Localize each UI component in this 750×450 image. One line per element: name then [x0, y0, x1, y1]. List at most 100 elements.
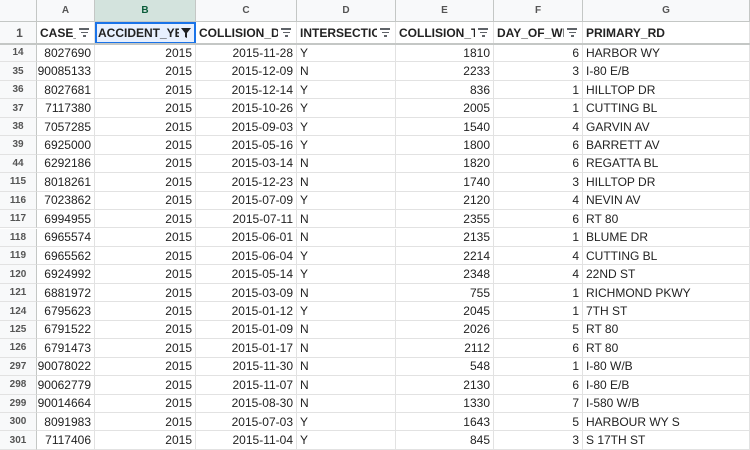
- cell-c[interactable]: 2015-03-09: [196, 283, 297, 303]
- cell-d[interactable]: Y: [297, 246, 396, 266]
- column-header-a[interactable]: A: [37, 0, 95, 22]
- cell-c[interactable]: 2015-11-30: [196, 357, 297, 377]
- cell-f[interactable]: 1: [494, 357, 583, 377]
- row-number[interactable]: 124: [0, 302, 37, 321]
- cell-e[interactable]: 2120: [396, 191, 494, 211]
- cell-b[interactable]: 2015: [95, 394, 196, 413]
- cell-a[interactable]: 8027681: [37, 80, 95, 100]
- cell-e[interactable]: 1330: [396, 394, 494, 413]
- header-cell-a[interactable]: CASE_: [37, 22, 95, 44]
- cell-c[interactable]: 2015-11-04: [196, 431, 297, 450]
- cell-b[interactable]: 2015: [95, 376, 196, 395]
- cell-c[interactable]: 2015-12-23: [196, 173, 297, 192]
- cell-f[interactable]: 3: [494, 62, 583, 81]
- cell-e[interactable]: 2355: [396, 210, 494, 229]
- row-number[interactable]: 300: [0, 413, 37, 432]
- cell-f[interactable]: 4: [494, 117, 583, 137]
- cell-e[interactable]: 548: [396, 357, 494, 377]
- cell-b[interactable]: 2015: [95, 99, 196, 118]
- cell-a[interactable]: 7117406: [37, 431, 95, 450]
- cell-g[interactable]: CUTTING BL: [583, 246, 750, 266]
- row-number[interactable]: 115: [0, 173, 37, 192]
- cell-c[interactable]: 2015-01-17: [196, 339, 297, 358]
- cell-f[interactable]: 6: [494, 339, 583, 358]
- cell-g[interactable]: NEVIN AV: [583, 191, 750, 211]
- filter-icon[interactable]: [564, 27, 580, 39]
- cell-a[interactable]: 90014664: [37, 394, 95, 413]
- header-cell-d[interactable]: INTERSECTIO: [297, 22, 396, 44]
- cell-d[interactable]: Y: [297, 265, 396, 284]
- row-number[interactable]: 120: [0, 265, 37, 284]
- cell-g[interactable]: BLUME DR: [583, 228, 750, 247]
- cell-f[interactable]: 6: [494, 210, 583, 229]
- row-number[interactable]: 38: [0, 117, 37, 137]
- cell-e[interactable]: 2130: [396, 376, 494, 395]
- cell-a[interactable]: 8018261: [37, 173, 95, 192]
- cell-g[interactable]: HARBOUR WY S: [583, 413, 750, 432]
- cell-b[interactable]: 2015: [95, 210, 196, 229]
- cell-a[interactable]: 90062779: [37, 376, 95, 395]
- cell-c[interactable]: 2015-07-11: [196, 210, 297, 229]
- cell-g[interactable]: I-80 E/B: [583, 62, 750, 81]
- header-cell-c[interactable]: COLLISION_DA: [196, 22, 297, 44]
- cell-b[interactable]: 2015: [95, 283, 196, 303]
- cell-b[interactable]: 2015: [95, 136, 196, 155]
- cell-c[interactable]: 2015-01-09: [196, 320, 297, 340]
- cell-a[interactable]: 7057285: [37, 117, 95, 137]
- cell-c[interactable]: 2015-07-09: [196, 191, 297, 211]
- cell-f[interactable]: 3: [494, 173, 583, 192]
- row-number[interactable]: 44: [0, 154, 37, 174]
- filter-icon[interactable]: [76, 27, 92, 39]
- cell-f[interactable]: 6: [494, 136, 583, 155]
- cell-e[interactable]: 1540: [396, 117, 494, 137]
- row-number-1[interactable]: 1: [0, 22, 37, 44]
- cell-c[interactable]: 2015-01-12: [196, 302, 297, 321]
- header-cell-b[interactable]: ACCIDENT_YEA: [95, 22, 196, 44]
- cell-d[interactable]: N: [297, 339, 396, 358]
- cell-f[interactable]: 6: [494, 154, 583, 174]
- cell-b[interactable]: 2015: [95, 228, 196, 247]
- cell-c[interactable]: 2015-10-26: [196, 99, 297, 118]
- header-cell-f[interactable]: DAY_OF_WEI: [494, 22, 583, 44]
- cell-a[interactable]: 6292186: [37, 154, 95, 174]
- cell-g[interactable]: 22ND ST: [583, 265, 750, 284]
- cell-d[interactable]: N: [297, 173, 396, 192]
- row-number[interactable]: 35: [0, 62, 37, 81]
- cell-b[interactable]: 2015: [95, 191, 196, 211]
- cell-f[interactable]: 5: [494, 320, 583, 340]
- cell-a[interactable]: 6881972: [37, 283, 95, 303]
- cell-c[interactable]: 2015-12-09: [196, 62, 297, 81]
- column-header-e[interactable]: E: [396, 0, 494, 22]
- cell-c[interactable]: 2015-03-14: [196, 154, 297, 174]
- cell-e[interactable]: 1643: [396, 413, 494, 432]
- cell-b[interactable]: 2015: [95, 431, 196, 450]
- cell-g[interactable]: GARVIN AV: [583, 117, 750, 137]
- row-number[interactable]: 37: [0, 99, 37, 118]
- cell-e[interactable]: 2026: [396, 320, 494, 340]
- cell-c[interactable]: 2015-11-07: [196, 376, 297, 395]
- cell-d[interactable]: Y: [297, 44, 396, 63]
- cell-e[interactable]: 2005: [396, 99, 494, 118]
- cell-a[interactable]: 7023862: [37, 191, 95, 211]
- cell-g[interactable]: S 17TH ST: [583, 431, 750, 450]
- cell-b[interactable]: 2015: [95, 154, 196, 174]
- cell-a[interactable]: 8091983: [37, 413, 95, 432]
- cell-e[interactable]: 755: [396, 283, 494, 303]
- cell-d[interactable]: N: [297, 320, 396, 340]
- cell-g[interactable]: RT 80: [583, 320, 750, 340]
- cell-e[interactable]: 1740: [396, 173, 494, 192]
- cell-a[interactable]: 6965574: [37, 228, 95, 247]
- cell-g[interactable]: HILLTOP DR: [583, 173, 750, 192]
- cell-b[interactable]: 2015: [95, 173, 196, 192]
- cell-d[interactable]: Y: [297, 431, 396, 450]
- cell-b[interactable]: 2015: [95, 265, 196, 284]
- cell-e[interactable]: 2233: [396, 62, 494, 81]
- frozen-row-divider[interactable]: [0, 43, 750, 45]
- cell-c[interactable]: 2015-07-03: [196, 413, 297, 432]
- cell-e[interactable]: 1800: [396, 136, 494, 155]
- select-all-corner[interactable]: [0, 0, 37, 22]
- row-number[interactable]: 119: [0, 246, 37, 266]
- cell-g[interactable]: HARBOR WY: [583, 44, 750, 63]
- cell-f[interactable]: 1: [494, 302, 583, 321]
- cell-c[interactable]: 2015-06-01: [196, 228, 297, 247]
